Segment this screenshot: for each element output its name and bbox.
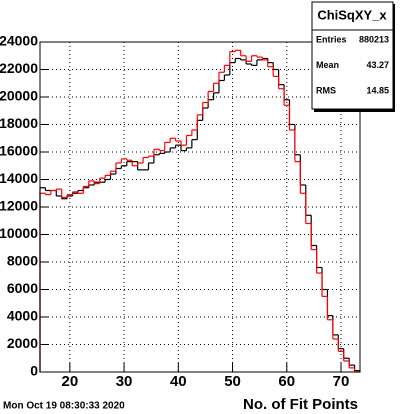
stats-value: 43.27	[366, 60, 389, 70]
y-tick-label: 6000	[7, 280, 38, 296]
y-tick-label: 4000	[7, 308, 38, 324]
y-tick-label: 24000	[0, 33, 38, 49]
y-tick-label: 22000	[0, 60, 38, 76]
x-tick-label: 20	[61, 373, 78, 390]
x-axis-title: No. of Fit Points	[243, 396, 358, 413]
y-tick-label: 0	[30, 363, 38, 379]
stats-label: RMS	[316, 85, 336, 95]
y-tick-label: 18000	[0, 115, 38, 131]
x-tick-label: 40	[170, 373, 187, 390]
y-tick-label: 14000	[0, 170, 38, 186]
x-tick-label: 50	[224, 373, 241, 390]
stats-value: 880213	[359, 34, 389, 44]
stats-label: Entries	[316, 34, 347, 44]
stats-title: ChiSqXY_x	[317, 7, 387, 22]
y-tick-label: 16000	[0, 143, 38, 159]
y-tick-label: 8000	[7, 253, 38, 269]
stats-label: Mean	[316, 60, 339, 70]
y-tick-label: 20000	[0, 88, 38, 104]
x-tick-label: 70	[333, 373, 350, 390]
x-tick-label: 30	[116, 373, 133, 390]
y-tick-label: 2000	[7, 335, 38, 351]
plot-frame	[39, 41, 361, 373]
y-tick-label: 10000	[0, 225, 38, 241]
stats-value: 14.85	[366, 85, 389, 95]
timestamp: Mon Oct 19 08:30:33 2020	[3, 401, 125, 412]
x-tick-label: 60	[278, 373, 295, 390]
y-tick-label: 12000	[0, 198, 38, 214]
stats-box	[311, 1, 394, 110]
